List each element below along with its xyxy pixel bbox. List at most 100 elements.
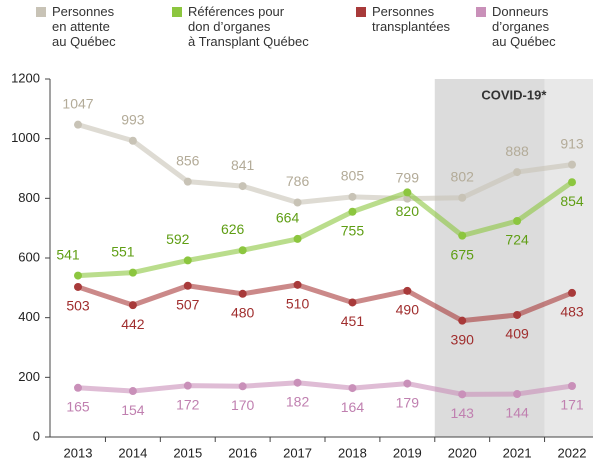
x-tick-label: 2016 [228,445,257,460]
data-point [293,280,302,289]
x-tick-label: 2022 [558,445,587,460]
shade-region [544,79,593,437]
data-point [293,234,302,243]
data-point [183,381,192,390]
data-label: 165 [66,398,90,414]
data-label: 805 [341,168,365,184]
data-label: 820 [396,203,420,219]
data-point [568,288,576,297]
data-label: 551 [111,243,135,259]
data-point [513,310,522,319]
data-label: 171 [560,397,584,413]
shade-region [434,79,545,437]
data-point [238,382,247,391]
data-label: 442 [121,316,145,332]
data-point [74,271,82,280]
y-tick-label: 200 [18,369,40,384]
data-point [293,378,302,387]
x-tick-label: 2013 [64,445,93,460]
data-point [348,207,357,216]
x-tick-label: 2015 [173,445,202,460]
data-label: 856 [176,152,200,168]
legend-swatch [36,7,46,17]
data-label: 1047 [62,95,93,111]
data-point [458,231,467,240]
data-label: 799 [396,169,420,185]
y-tick-label: 0 [33,428,40,443]
series-line [77,122,573,206]
data-point [568,160,576,169]
legend-item: Références pour don d’organes à Transpla… [172,4,309,49]
data-label: 483 [560,304,584,320]
legend-label: Références pour don d’organes à Transpla… [188,4,309,49]
x-tick-label: 2019 [393,445,422,460]
data-label: 490 [396,302,420,318]
shade-label: COVID-19* [481,87,547,102]
data-point [403,286,412,295]
legend: Personnes en attente au Québec Références… [0,0,596,64]
data-label: 170 [231,397,255,413]
data-label: 507 [176,296,200,312]
data-label: 592 [166,231,190,247]
data-label: 144 [505,405,529,421]
x-tick-label: 2021 [503,445,532,460]
data-point [183,281,192,290]
data-point [348,298,357,307]
y-tick-label: 600 [18,249,40,264]
data-label: 480 [231,305,255,321]
series-line [77,380,573,397]
data-label: 841 [231,157,255,173]
data-label: 993 [121,111,145,127]
legend-label: Personnes en attente au Québec [52,4,116,49]
data-point [74,282,82,291]
y-tick-label: 1200 [11,70,40,85]
data-point [183,256,192,265]
y-tick-label: 400 [18,309,40,324]
data-point [403,379,412,388]
data-label: 664 [276,210,300,226]
legend-item: Personnes transplantées [356,4,451,34]
legend-swatch [356,7,366,17]
series-line [77,282,573,324]
data-label: 510 [286,296,310,312]
data-label: 755 [341,222,365,238]
data-label: 172 [176,396,200,412]
data-label: 786 [286,173,310,189]
data-label: 164 [341,399,365,415]
x-tick-label: 2017 [283,445,312,460]
data-point [568,178,576,187]
data-point [128,387,137,396]
data-label: 913 [560,135,584,151]
data-point [568,381,576,390]
data-label: 451 [341,313,365,329]
data-label: 182 [286,393,310,409]
data-point [458,193,467,202]
data-point [74,383,82,392]
data-label: 675 [451,246,475,262]
data-point [513,390,522,399]
data-point [128,268,137,277]
data-point [293,198,302,207]
data-point [238,289,247,298]
data-label: 503 [66,298,90,314]
data-point [238,246,247,255]
data-label: 724 [505,232,529,248]
data-label: 409 [505,326,529,342]
legend-swatch [172,7,182,17]
data-point [348,384,357,393]
data-label: 626 [221,221,245,237]
data-label: 143 [451,405,475,421]
x-tick-label: 2018 [338,445,367,460]
data-point [183,177,192,186]
data-point [513,217,522,226]
data-label: 179 [396,394,420,410]
data-label: 854 [560,193,584,209]
data-label: 390 [451,331,475,347]
y-tick-label: 800 [18,190,40,205]
data-point [403,188,412,197]
y-tick-label: 1000 [11,130,40,145]
legend-label: Personnes transplantées [372,4,451,34]
legend-item: Donneurs d’organes au Québec [476,4,556,49]
